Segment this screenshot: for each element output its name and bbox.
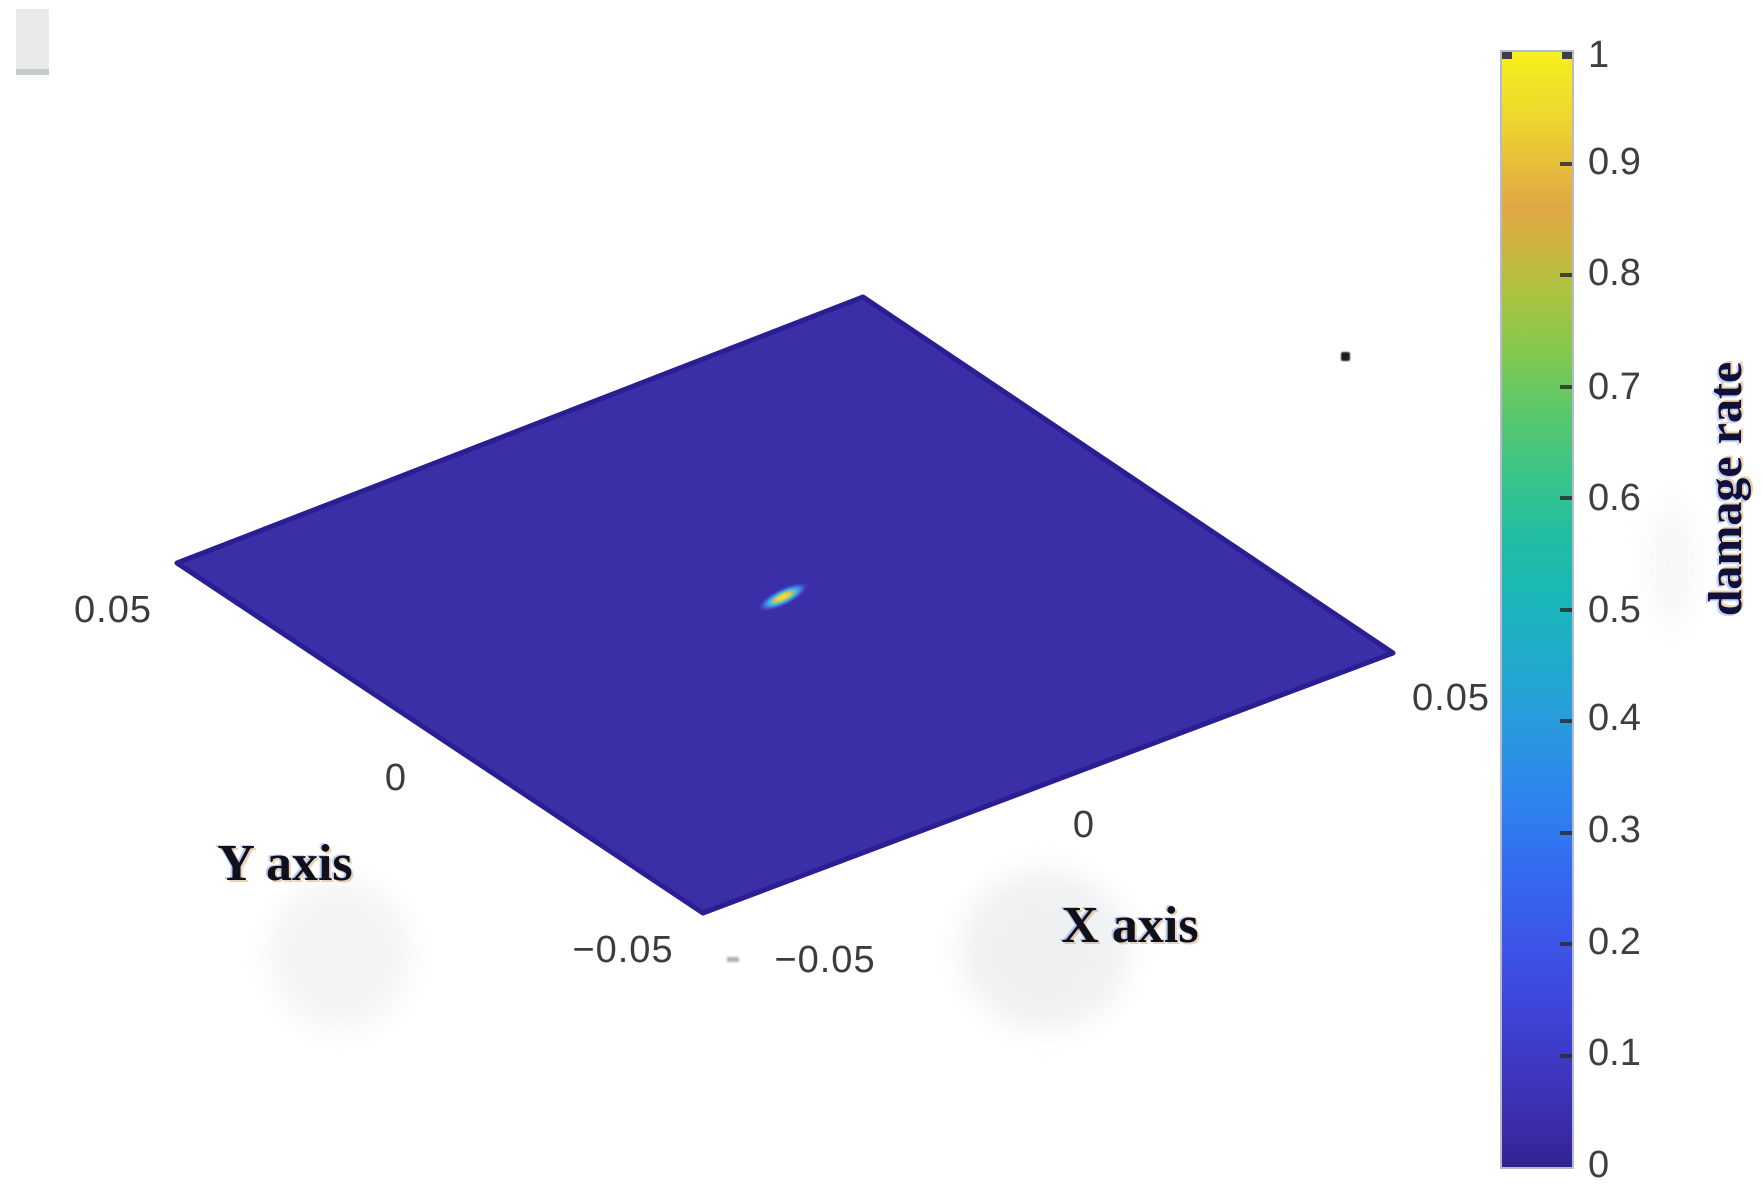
y-tick-0.05: 0.05 [74,589,152,631]
x-axis-label: X axis [1061,897,1199,954]
colorbar-tick-mark [1560,942,1572,946]
colorbar-tick-0: 0 [1588,1144,1610,1186]
ui-artifact-rectangle [16,9,49,75]
colorbar-corner-mark [1502,52,1512,59]
colorbar-tick-mark [1560,385,1572,389]
y-tick-0: 0 [384,757,408,799]
colorbar-tick-0.2: 0.2 [1588,921,1641,963]
colorbar-label: damage rate [1699,361,1752,617]
colorbar-tick-0.8: 0.8 [1588,252,1641,294]
colorbar-tick-0.9: 0.9 [1588,141,1641,183]
colorbar-tick-0.6: 0.6 [1588,477,1641,519]
colorbar-tick-0.1: 0.1 [1588,1032,1641,1074]
background-smudge [960,870,1130,1030]
colorbar-tick-1: 1 [1588,34,1610,76]
colorbar-tick-mark [1560,273,1572,277]
colorbar-tick-0.7: 0.7 [1588,366,1641,408]
colorbar-tick-mark [1560,719,1572,723]
colorbar-corner-mark [1562,52,1572,59]
faint-tick-artifact [727,957,739,962]
x-tick--0.05: −0.05 [774,939,876,981]
background-smudge [1652,500,1692,630]
colorbar-tick-0.5: 0.5 [1588,589,1641,631]
x-tick-0: 0 [1072,804,1096,846]
colorbar-tick-0.3: 0.3 [1588,809,1641,851]
colorbar-tick-mark [1560,1054,1572,1058]
x-tick-0.05: 0.05 [1412,677,1490,719]
damage-hotspot [756,581,810,613]
colorbar [1500,50,1574,1169]
colorbar-tick-mark [1560,608,1572,612]
colorbar-tick-mark [1560,496,1572,500]
y-axis-label: Y axis [217,835,353,892]
colorbar-tick-mark [1560,162,1572,166]
colorbar-tick-0.4: 0.4 [1588,697,1641,739]
colorbar-tick-mark [1560,831,1572,835]
stray-dot-artifact [1341,352,1350,361]
background-smudge [270,880,410,1030]
y-tick--0.05: −0.05 [572,929,674,971]
